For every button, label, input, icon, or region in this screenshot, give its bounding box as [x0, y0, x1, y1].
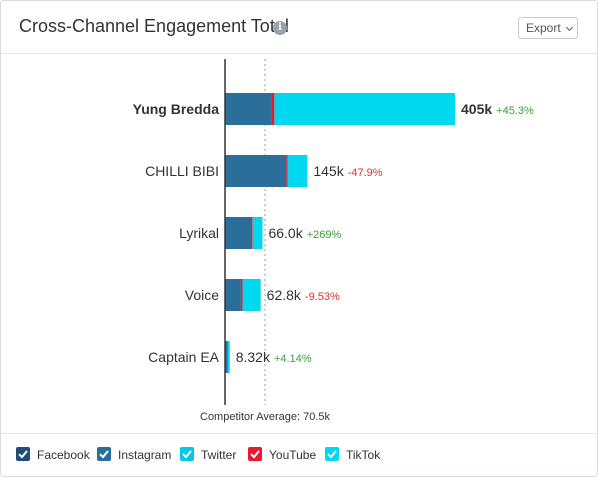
bar-segment-instagram [225, 155, 287, 187]
checkmark-icon [99, 450, 109, 459]
bar-segment-instagram [225, 279, 241, 311]
category-label: Captain EA [148, 349, 219, 365]
category-label: Voice [185, 287, 219, 303]
bar-segment-instagram [225, 217, 253, 249]
checkmark-icon [250, 450, 260, 459]
chevron-down-icon [565, 23, 574, 32]
engagement-bar-chart: Competitor Average: 70.5k Yung Bredda 405k… [133, 59, 534, 423]
bar-segment-youtube [240, 279, 243, 311]
total-label: 62.8k [267, 287, 302, 303]
card-title: Cross-Channel Engagement Total [19, 16, 289, 36]
bar-segment-tiktok [227, 341, 230, 373]
competitor-average-label: Competitor Average: 70.5k [200, 411, 331, 423]
checkbox-icon [180, 447, 194, 461]
bar-segment-youtube [252, 217, 253, 249]
category-label: Lyrikal [179, 225, 219, 241]
change-label: +269% [307, 229, 342, 241]
bar-segment-instagram [225, 93, 272, 125]
bar-segment-youtube [286, 155, 288, 187]
change-label: -47.9% [348, 167, 383, 179]
card-header: Cross-Channel Engagement Total i Export [1, 1, 597, 54]
category-label: Yung Bredda [133, 101, 220, 117]
legend-label: Twitter [201, 448, 237, 462]
export-label: Export [526, 21, 561, 35]
change-label: -9.53% [305, 291, 340, 303]
bar-segment-instagram [225, 341, 228, 373]
total-label: 8.32k [236, 349, 271, 365]
checkbox-icon [248, 447, 262, 461]
legend-label: TikTok [346, 448, 381, 462]
change-label: +4.14% [274, 353, 312, 365]
info-icon[interactable]: i [273, 21, 287, 35]
change-label: +45.3% [496, 105, 534, 117]
legend-label: YouTube [269, 448, 317, 462]
checkmark-icon [182, 450, 192, 459]
total-label: 145k [313, 163, 344, 179]
total-label: 405k [461, 101, 492, 117]
bar-segment-tiktok [274, 93, 455, 125]
bar-segment-tiktok [287, 155, 308, 187]
checkmark-icon [18, 450, 28, 459]
legend-label: Instagram [118, 448, 172, 462]
bar-segment-tiktok [252, 217, 263, 249]
checkmark-icon [327, 450, 337, 459]
total-label: 66.0k [268, 225, 303, 241]
checkbox-icon [16, 447, 30, 461]
checkbox-icon [325, 447, 339, 461]
export-button[interactable]: Export [518, 17, 578, 39]
bar-segment-tiktok [242, 279, 261, 311]
legend-label: Facebook [37, 448, 90, 462]
bar-segment-youtube [271, 93, 275, 125]
legend: Facebook Instagram Twitter YouTube TikTo… [1, 433, 597, 476]
checkbox-icon [97, 447, 111, 461]
category-label: CHILLI BIBI [145, 163, 219, 179]
